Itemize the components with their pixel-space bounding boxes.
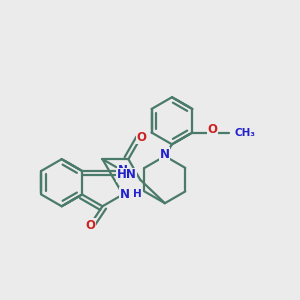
Text: H: H [133, 189, 141, 199]
Text: N: N [119, 188, 130, 201]
Text: CH₃: CH₃ [234, 128, 255, 137]
Text: O: O [86, 219, 96, 232]
Text: N: N [118, 164, 128, 177]
Text: O: O [208, 123, 218, 136]
Text: N: N [160, 148, 170, 161]
Text: O: O [137, 130, 147, 143]
Text: HN: HN [117, 168, 137, 181]
